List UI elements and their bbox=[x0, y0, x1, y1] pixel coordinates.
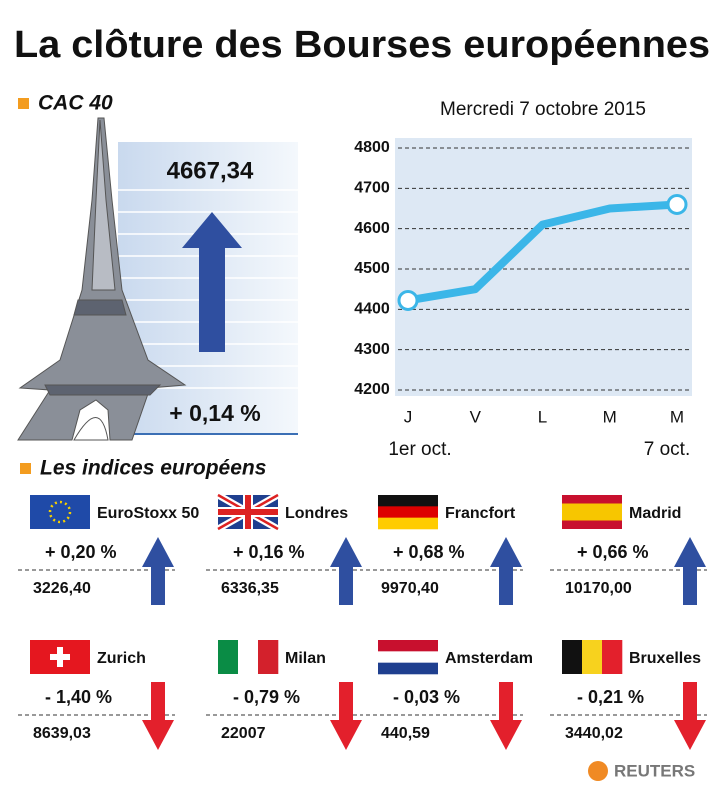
index-value: 9970,40 bbox=[381, 580, 439, 597]
index-change: + 0,16 % bbox=[233, 542, 305, 562]
x-tick-label: L bbox=[538, 407, 547, 426]
up-arrow bbox=[490, 537, 522, 605]
index-change: - 1,40 % bbox=[45, 687, 112, 707]
index-value: 440,59 bbox=[381, 725, 430, 742]
point bbox=[397, 289, 419, 311]
flag bbox=[378, 651, 438, 663]
flag bbox=[378, 640, 438, 675]
index: Londres + 0,16 % 6336,35 bbox=[206, 491, 363, 605]
flag bbox=[602, 640, 623, 674]
flag bbox=[218, 495, 278, 529]
x-tick-label: M bbox=[670, 407, 684, 426]
index-name: Bruxelles bbox=[629, 650, 701, 667]
flag bbox=[562, 640, 583, 674]
flag bbox=[562, 495, 622, 529]
index: Francfort + 0,68 % 9970,40 bbox=[366, 495, 523, 605]
flag bbox=[48, 500, 72, 524]
y-tick-label: 4800 bbox=[354, 139, 390, 156]
cac-value: 4667,34 bbox=[167, 157, 254, 184]
index-name: EuroStoxx 50 bbox=[97, 505, 199, 522]
flag bbox=[378, 506, 438, 518]
index-value: 8639,03 bbox=[33, 725, 91, 742]
down-arrow bbox=[330, 682, 362, 750]
index-change: - 0,03 % bbox=[393, 687, 460, 707]
index-change: - 0,21 % bbox=[577, 687, 644, 707]
y-tick-label: 4500 bbox=[354, 260, 390, 277]
cac-label: CAC 40 bbox=[38, 92, 113, 115]
index-name: Zurich bbox=[97, 650, 146, 667]
index-change: - 0,79 % bbox=[233, 687, 300, 707]
date-label: 7 oct. bbox=[644, 439, 690, 460]
flag bbox=[238, 640, 259, 674]
eiffel-tower bbox=[17, 117, 187, 441]
down-arrow bbox=[142, 682, 174, 750]
line bbox=[404, 200, 681, 305]
flag bbox=[378, 495, 438, 530]
index: Milan - 0,79 % 22007 bbox=[206, 640, 363, 750]
index: EuroStoxx 50 + 0,20 % 3226,40 bbox=[18, 495, 199, 605]
index: Amsterdam - 0,03 % 440,59 bbox=[366, 640, 533, 750]
indices-title: Les indices européens bbox=[40, 457, 266, 480]
index: Bruxelles - 0,21 % 3440,02 bbox=[550, 640, 707, 750]
index: Madrid + 0,66 % 10170,00 bbox=[550, 495, 707, 605]
index-name: Madrid bbox=[629, 505, 681, 522]
flag bbox=[218, 640, 279, 674]
index-change: + 0,20 % bbox=[45, 542, 117, 562]
flag bbox=[50, 647, 70, 667]
index-value: 10170,00 bbox=[565, 580, 632, 597]
point bbox=[666, 193, 688, 215]
x-tick-label: J bbox=[404, 407, 413, 426]
y-tick-label: 4600 bbox=[354, 220, 390, 237]
flag bbox=[218, 640, 239, 674]
index-value: 22007 bbox=[221, 725, 266, 742]
index-value: 3440,02 bbox=[565, 725, 623, 742]
index-change: + 0,66 % bbox=[577, 542, 649, 562]
flag bbox=[378, 495, 438, 507]
cac-change: + 0,14 % bbox=[169, 400, 260, 426]
date-label: 1er oct. bbox=[388, 439, 451, 460]
index-value: 3226,40 bbox=[33, 580, 91, 597]
down-arrow bbox=[674, 682, 706, 750]
bullet bbox=[18, 98, 29, 109]
flag bbox=[258, 640, 279, 674]
index-name: Londres bbox=[285, 505, 348, 522]
y-tick-label: 4300 bbox=[354, 341, 390, 358]
up-arrow bbox=[674, 537, 706, 605]
up-arrow bbox=[182, 212, 242, 352]
down-arrow bbox=[490, 682, 522, 750]
flag bbox=[582, 640, 603, 674]
index-value: 6336,35 bbox=[221, 580, 279, 597]
up-arrow bbox=[142, 537, 174, 605]
index-name: Milan bbox=[285, 650, 326, 667]
index-change: + 0,68 % bbox=[393, 542, 465, 562]
y-tick-label: 4400 bbox=[354, 301, 390, 318]
flag bbox=[216, 491, 280, 533]
up-arrow bbox=[330, 537, 362, 605]
flag bbox=[562, 503, 622, 521]
flag bbox=[378, 640, 438, 652]
flag bbox=[30, 640, 90, 674]
flag bbox=[562, 640, 623, 674]
flag bbox=[30, 495, 90, 529]
bullet bbox=[20, 463, 31, 474]
flag bbox=[378, 517, 438, 530]
chart-subtitle: Mercredi 7 octobre 2015 bbox=[440, 99, 646, 120]
index-name: Francfort bbox=[445, 505, 516, 522]
index-name: Amsterdam bbox=[445, 650, 533, 667]
flag bbox=[378, 662, 438, 675]
x-tick-label: V bbox=[470, 407, 482, 426]
index: Zurich - 1,40 % 8639,03 bbox=[18, 640, 175, 750]
title: La clôture des Bourses européennes bbox=[14, 24, 710, 66]
y-tick-label: 4700 bbox=[354, 180, 390, 197]
y-tick-label: 4200 bbox=[354, 381, 390, 398]
plot-area bbox=[395, 138, 692, 396]
x-tick-label: M bbox=[603, 407, 617, 426]
flag bbox=[30, 495, 90, 529]
reuters-logo bbox=[588, 761, 608, 781]
source: REUTERS bbox=[614, 761, 695, 780]
